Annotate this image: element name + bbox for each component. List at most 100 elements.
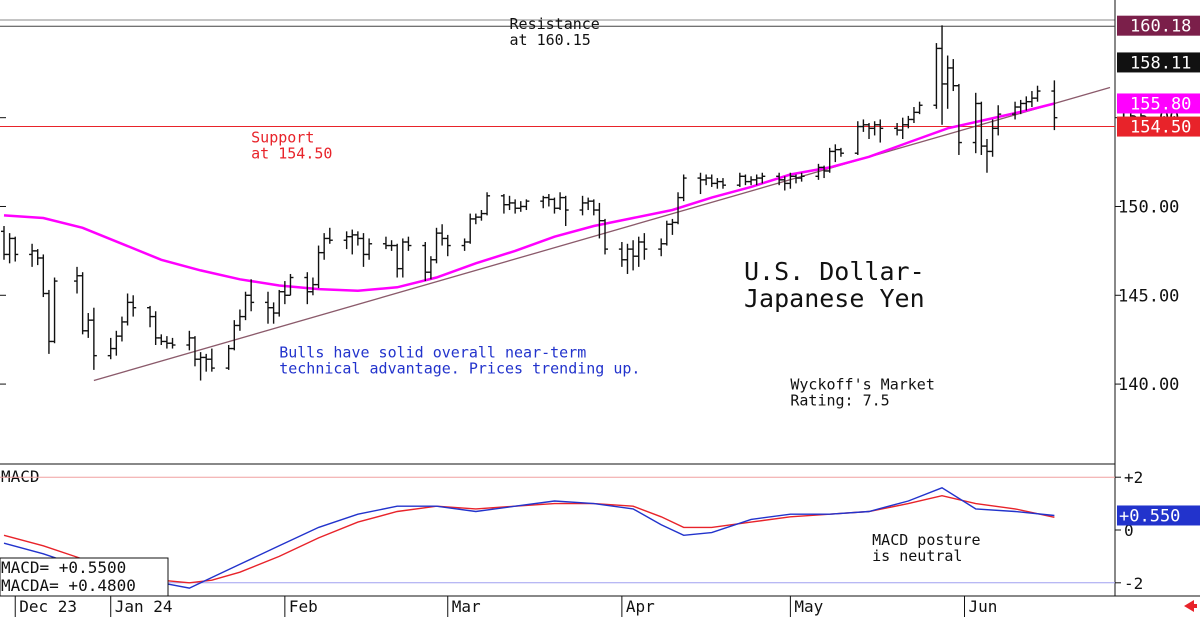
- price-bar: [472, 213, 479, 225]
- price-bar: [34, 249, 41, 266]
- price-bar: [703, 174, 710, 186]
- annotation-text: Wyckoff's Market: [790, 375, 935, 393]
- price-bar: [955, 83, 962, 155]
- price-tag: 154.50: [1117, 116, 1200, 138]
- price-bar: [753, 174, 760, 186]
- price-bar: [163, 336, 170, 349]
- price-bar: [427, 256, 434, 280]
- date-tick-label: Mar: [452, 597, 481, 616]
- price-tick-label: 145.00: [1118, 286, 1179, 306]
- price-bar: [6, 233, 13, 264]
- price-bar: [203, 353, 210, 372]
- macd-tick-label: 0: [1124, 521, 1134, 540]
- uptrend-line: [93, 86, 1111, 382]
- price-bar: [399, 238, 406, 278]
- price-bar: [304, 272, 311, 305]
- price-bar: [669, 218, 676, 235]
- annotation-text: at 160.15: [510, 31, 591, 49]
- price-bar: [944, 55, 951, 109]
- macd-tick-label: -2: [1124, 574, 1143, 593]
- annotation-text: Support: [251, 129, 314, 147]
- price-bar: [186, 330, 193, 351]
- date-tick-label: Feb: [289, 597, 318, 616]
- left-arrow-icon: [1184, 600, 1194, 612]
- price-bar: [444, 234, 451, 257]
- price-bar: [500, 194, 507, 214]
- macd-readout-line: MACDA= +0.4800: [1, 576, 136, 595]
- left-arrow-icon-tail: [1193, 604, 1197, 608]
- price-bar: [579, 195, 586, 216]
- price-bar: [675, 192, 682, 225]
- price-bar: [708, 174, 715, 187]
- price-bar: [916, 101, 923, 115]
- price-bar: [225, 345, 232, 370]
- price-tag-box: [1117, 93, 1200, 114]
- price-tag-box: [1117, 52, 1200, 73]
- price-bar: [995, 105, 1002, 136]
- price-bar: [821, 165, 828, 179]
- price-bar: [742, 174, 749, 186]
- price-bar: [281, 281, 288, 305]
- price-bar: [557, 192, 564, 211]
- price-bar: [484, 192, 491, 216]
- price-bar: [832, 144, 839, 163]
- price-bar: [894, 123, 901, 136]
- price-bar: [983, 138, 990, 173]
- price-bar: [596, 202, 603, 239]
- ohlc-bars: [1, 25, 1058, 381]
- price-bar: [781, 176, 788, 191]
- price-bar: [270, 302, 277, 324]
- price-bar: [641, 233, 648, 260]
- price-bar: [1051, 80, 1058, 131]
- price-bar: [590, 199, 597, 216]
- price-bar: [877, 119, 884, 143]
- price-bar: [208, 348, 215, 372]
- price-bar: [287, 273, 294, 296]
- chart-title-line: U.S. Dollar-: [744, 257, 925, 286]
- price-tick-label: 140.00: [1118, 375, 1179, 395]
- price-bar: [158, 334, 165, 346]
- price-bar: [618, 242, 625, 267]
- price-tag: 158.11: [1117, 52, 1200, 73]
- price-bar: [798, 172, 805, 182]
- price-bar: [422, 242, 429, 282]
- price-bar: [321, 233, 328, 260]
- price-bar: [169, 337, 176, 349]
- price-bar: [461, 238, 468, 251]
- date-tick-label: Apr: [626, 597, 655, 616]
- annotation-text: Resistance: [510, 15, 600, 33]
- annotation-bulls: Bulls have solid overall near-termtechni…: [279, 343, 640, 377]
- price-bar: [972, 92, 979, 154]
- price-bar: [697, 172, 704, 195]
- price-bar: [388, 240, 395, 251]
- price-tag-label: 158.11: [1130, 53, 1191, 73]
- date-x-axis: Dec 23 Jan 24 Feb Mar Apr May Jun: [14, 596, 997, 617]
- price-bar: [1028, 91, 1035, 108]
- price-bar: [624, 243, 631, 274]
- price-bar: [630, 240, 637, 271]
- price-bar: [658, 238, 665, 257]
- price-bar: [343, 231, 350, 250]
- price-bar: [349, 229, 356, 255]
- price-bar: [933, 43, 940, 109]
- price-bar: [326, 227, 333, 244]
- macd-series-macd: [3, 487, 1055, 589]
- price-bar: [523, 199, 530, 211]
- price-tick-label: 150.00: [1118, 197, 1179, 217]
- price-bar: [910, 107, 917, 124]
- price-bar: [433, 227, 440, 264]
- price-bar: [360, 233, 367, 267]
- price-bar: [837, 147, 844, 157]
- price-bar: [540, 195, 547, 209]
- price-bar: [978, 101, 985, 155]
- price-bar: [506, 195, 513, 211]
- price-bar: [680, 174, 687, 202]
- price-bar: [939, 25, 946, 125]
- price-bar: [545, 194, 552, 207]
- price-bar: [517, 201, 524, 212]
- annotation-text: Bulls have solid overall near-term: [279, 343, 586, 361]
- price-bar: [315, 245, 322, 289]
- price-bar: [719, 178, 726, 189]
- price-bar: [905, 115, 912, 129]
- price-bar: [242, 291, 249, 321]
